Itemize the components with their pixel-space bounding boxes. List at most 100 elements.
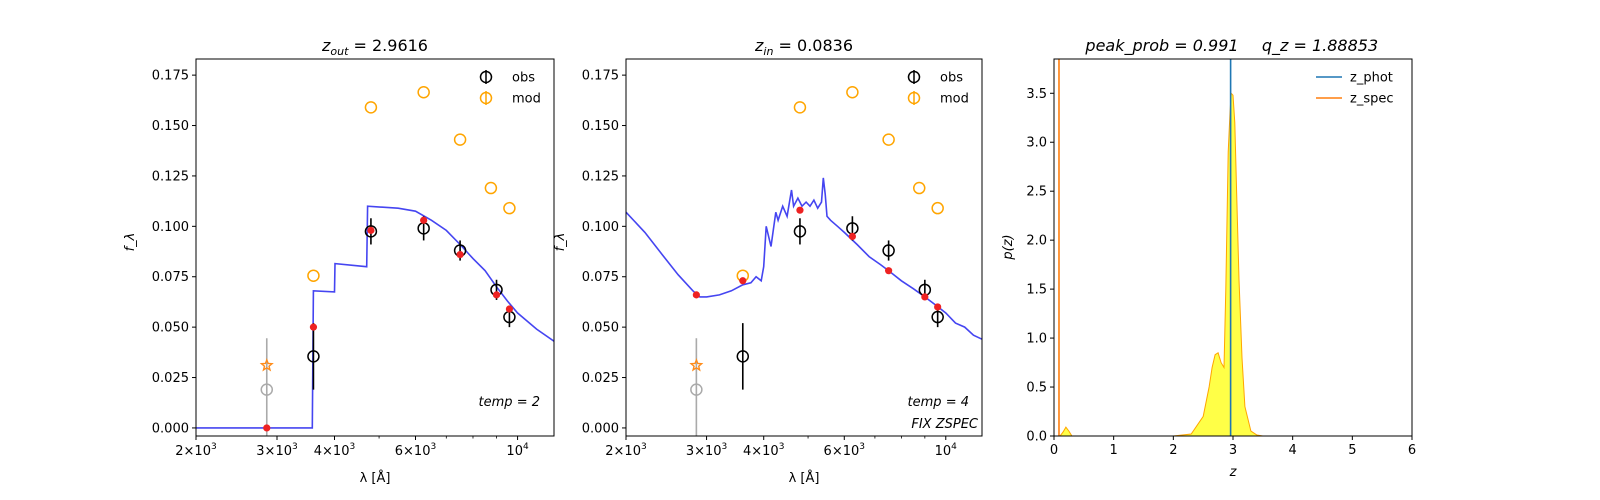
model-template-line bbox=[626, 177, 982, 340]
y-tick-label: 3.0 bbox=[1026, 136, 1047, 151]
x-tick-mantissa: 10 bbox=[506, 444, 523, 459]
x-tick-label: 3×103 bbox=[256, 442, 297, 459]
obs-point bbox=[364, 225, 378, 238]
y-tick-label: 0.125 bbox=[152, 169, 189, 184]
y-tick-label: 0.125 bbox=[582, 169, 619, 184]
y-tick-label: 0.150 bbox=[152, 119, 189, 134]
legend: obs mod bbox=[479, 70, 541, 107]
annotation-temp: temp = 2 bbox=[479, 395, 540, 410]
title-value: = 0.0836 bbox=[773, 36, 853, 55]
x-tick-label: 4×103 bbox=[314, 442, 355, 459]
y-axis-label: f_λ bbox=[123, 233, 138, 252]
x-tick-exponent: 3 bbox=[292, 442, 298, 452]
y-tick-label: 0.000 bbox=[152, 421, 189, 436]
x-tick-mantissa: 4×10 bbox=[314, 444, 350, 459]
y-tick-label: 0.5 bbox=[1026, 381, 1047, 396]
x-tick-label: 2×103 bbox=[175, 442, 216, 459]
x-tick-label: 6×103 bbox=[395, 442, 436, 459]
y-tick-label: 0.025 bbox=[152, 371, 189, 386]
y-tick-label: 0.175 bbox=[582, 69, 619, 84]
x-tick-exponent: 3 bbox=[859, 442, 865, 452]
axes-frame bbox=[625, 58, 983, 437]
panel-title: zin = 0.0836 bbox=[754, 36, 853, 58]
model-flux-point bbox=[263, 424, 271, 432]
x-tick-exponent: 4 bbox=[523, 442, 529, 452]
x-tick-exponent: 4 bbox=[951, 442, 957, 452]
y-tick-label: 2.0 bbox=[1026, 234, 1047, 249]
legend-marker bbox=[479, 91, 493, 105]
y-tick-label: 0.0 bbox=[1026, 430, 1047, 445]
mod-point bbox=[453, 133, 467, 146]
mod-point bbox=[307, 269, 320, 282]
y-tick-label: 0.150 bbox=[582, 119, 619, 134]
model-flux-point bbox=[848, 232, 856, 241]
title-symbol: z bbox=[754, 36, 764, 55]
mod-point bbox=[364, 101, 378, 114]
y-tick-label: 0.100 bbox=[152, 220, 189, 235]
obs-point bbox=[793, 225, 807, 238]
x-tick-exponent: 3 bbox=[211, 442, 217, 452]
x-tick-label: 5 bbox=[1348, 443, 1356, 458]
pdz-panel: 0.0 0.5 1.0 1.5 2.0 2.5 3.0 3.5 0 1 2 3 4 5 6 peak_pro… bbox=[1001, 36, 1416, 480]
obs-point bbox=[307, 350, 320, 363]
y-tick-label: 2.5 bbox=[1026, 185, 1047, 200]
annotation-fix-zspec: FIX ZSPEC bbox=[911, 417, 979, 432]
model-flux-point bbox=[505, 305, 514, 313]
mod-point bbox=[931, 201, 944, 215]
y-tick-label: 3.5 bbox=[1026, 87, 1047, 102]
y-tick-label: 0.100 bbox=[582, 220, 619, 235]
obs-point bbox=[931, 310, 944, 324]
x-axis-label: z bbox=[1229, 465, 1238, 480]
legend-label: obs bbox=[512, 71, 535, 86]
x-tick-mantissa: 4×10 bbox=[743, 444, 779, 459]
model-flux-point bbox=[739, 277, 747, 285]
title-subscript: in bbox=[763, 45, 773, 58]
model-flux-point bbox=[885, 267, 893, 275]
x-tick-exponent: 3 bbox=[349, 442, 355, 452]
x-tick-label: 2×103 bbox=[605, 442, 646, 459]
x-tick-mantissa: 2×10 bbox=[175, 444, 211, 459]
model-flux-point bbox=[492, 291, 501, 299]
title-peak-prob: peak_prob = 0.991 bbox=[1084, 36, 1238, 56]
legend: obs mod bbox=[907, 70, 969, 107]
axes-frame bbox=[195, 58, 555, 437]
obs-point bbox=[882, 244, 895, 257]
title-qz: q_z = 1.88853 bbox=[1262, 36, 1378, 56]
legend: z_phot z_spec bbox=[1316, 71, 1394, 107]
x-tick-mantissa: 3×10 bbox=[256, 444, 292, 459]
legend-marker bbox=[907, 70, 921, 84]
x-tick-label: 0 bbox=[1050, 443, 1058, 458]
mod-point bbox=[503, 201, 516, 215]
x-tick-label: 6 bbox=[1408, 443, 1416, 458]
x-tick-label: 104 bbox=[506, 442, 529, 459]
model-flux-point bbox=[309, 323, 318, 331]
x-tick-label: 1 bbox=[1110, 443, 1118, 458]
mod-point bbox=[912, 181, 926, 195]
y-axis-label: p(z) bbox=[1001, 234, 1016, 260]
model-flux-point bbox=[367, 226, 375, 234]
x-tick-mantissa: 6×10 bbox=[824, 444, 860, 459]
mod-point bbox=[484, 181, 498, 195]
star-marker bbox=[689, 357, 704, 372]
legend-marker bbox=[479, 70, 493, 84]
title-value: = 2.9616 bbox=[348, 36, 428, 55]
y-tick-label: 0.025 bbox=[582, 371, 619, 386]
legend-label: z_phot bbox=[1350, 71, 1393, 86]
x-tick-exponent: 3 bbox=[641, 442, 647, 452]
legend-label: obs bbox=[940, 71, 963, 86]
y-tick-label: 0.075 bbox=[152, 270, 189, 285]
x-tick-mantissa: 2×10 bbox=[605, 444, 641, 459]
x-tick-label: 3×103 bbox=[686, 442, 727, 459]
star-marker bbox=[259, 357, 274, 372]
mod-point bbox=[846, 86, 859, 99]
title-symbol: z bbox=[321, 36, 331, 55]
y-tick-label: 0.000 bbox=[582, 421, 619, 436]
model-flux-point bbox=[921, 293, 929, 301]
y-tick-label: 0.050 bbox=[582, 321, 619, 336]
y-tick-label: 1.5 bbox=[1026, 283, 1047, 298]
mod-point bbox=[417, 86, 430, 99]
legend-label: z_spec bbox=[1350, 92, 1394, 107]
y-tick-label: 0.050 bbox=[152, 321, 189, 336]
model-flux-point bbox=[456, 250, 464, 259]
